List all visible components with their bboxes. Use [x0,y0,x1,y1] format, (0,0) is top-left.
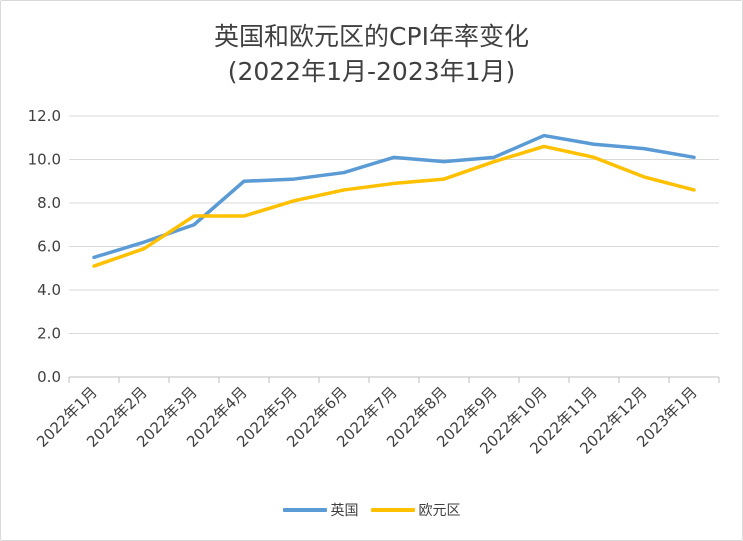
y-tick-label: 0.0 [37,368,61,386]
data-point [642,175,646,179]
legend-swatch [282,508,327,512]
data-point [542,144,546,148]
legend-label: 欧元区 [418,503,461,519]
y-tick-label: 2.0 [37,325,61,343]
y-tick-label: 8.0 [37,194,61,212]
data-point [492,155,496,159]
data-point [392,181,396,185]
data-point [92,264,96,268]
legend-item-1: 英国 [282,500,359,520]
data-point [292,177,296,181]
data-point [142,247,146,251]
y-tick-label: 12.0 [28,107,61,125]
chart-title: 英国和欧元区的CPI年率变化 [214,22,529,51]
data-point [142,240,146,244]
data-point [592,155,596,159]
data-point [642,147,646,151]
data-point [192,214,196,218]
data-point [292,199,296,203]
y-tick-label: 4.0 [37,281,61,299]
data-point [342,171,346,175]
legend-swatch [370,508,415,512]
legend-label: 英国 [330,503,359,519]
data-point [492,160,496,164]
data-point [692,155,696,159]
data-point [242,214,246,218]
data-point [242,179,246,183]
legend-item-2: 欧元区 [370,500,461,520]
series-line-1 [92,133,696,260]
chart-subtitle: (2022年1月-2023年1月) [227,57,516,86]
data-point [692,188,696,192]
data-point [542,134,546,138]
data-point [392,155,396,159]
data-point [92,255,96,259]
data-point [592,142,596,146]
y-tick-label: 6.0 [37,238,61,256]
data-point [342,188,346,192]
y-tick-label: 10.0 [28,151,61,169]
chart-legend: 英国 欧元区 [0,500,743,520]
data-point [442,160,446,164]
series-line-2 [92,144,696,268]
data-point [192,223,196,227]
data-point [442,177,446,181]
